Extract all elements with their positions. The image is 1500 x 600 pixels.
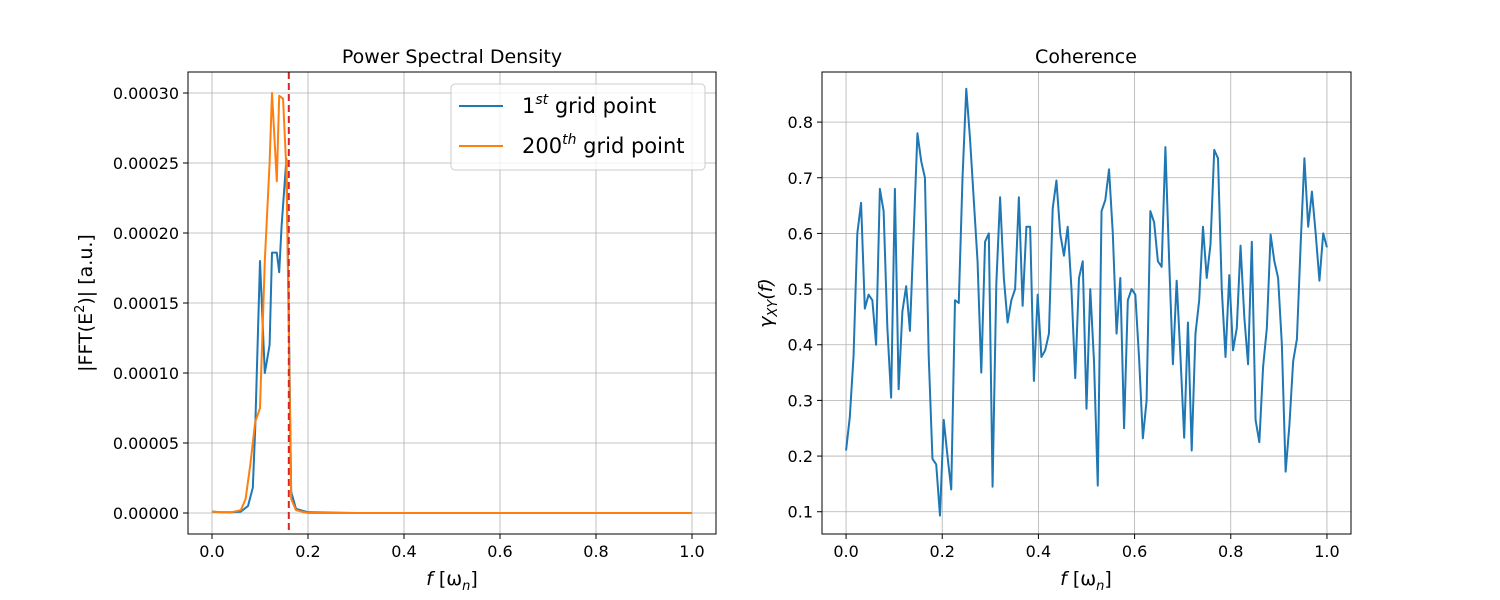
psd-ylabel: |FFT(E2)| [a.u.] [73, 234, 97, 372]
coherence-y-tick-label: 0.6 [788, 224, 813, 243]
coherence-ylabel: γXY(f) [755, 278, 781, 328]
psd-legend-label-200th: 200th grid point [522, 132, 685, 158]
psd-x-tick-label: 1.0 [679, 542, 704, 561]
coherence-plot-frame [821, 71, 1352, 535]
psd-y-tick-label: 0.00010 [113, 364, 179, 383]
psd-legend-box [450, 83, 706, 171]
psd-legend-1st-sup: st [535, 92, 548, 108]
psd-y-tick-label: 0.00015 [113, 294, 179, 313]
psd-xlabel-end: ] [470, 568, 477, 590]
coherence-x-tick-label: 0.2 [930, 542, 955, 561]
psd-legend-1st-num: 1 [522, 94, 535, 118]
psd-x-tick-label: 0.6 [487, 542, 512, 561]
coherence-y-tick-label: 0.1 [788, 503, 813, 522]
coherence-y-tick-label: 0.8 [788, 113, 813, 132]
coherence-grid [822, 72, 1351, 534]
psd-y-tick-label: 0.00025 [113, 154, 179, 173]
psd-ylabel-post: )| [a.u.] [75, 234, 97, 304]
coherence-y-tick-label: 0.5 [788, 280, 813, 299]
psd-series-layer [211, 72, 692, 534]
psd-y-tick-label: 0.00020 [113, 224, 179, 243]
psd-xlabel-var: f [426, 568, 436, 590]
psd-legend-label-1st: 1st grid point [522, 92, 656, 118]
psd-series-line-1 [211, 157, 692, 514]
psd-chart: Power Spectral Density 0.0 0.2 0.4 0.6 0.8 1.… [73, 46, 717, 594]
coherence-x-tick-label: 0.4 [1026, 542, 1051, 561]
coherence-series-layer [845, 87, 1328, 517]
coherence-ylabel-sub: XY [766, 299, 781, 318]
coherence-xlabel-end: ] [1104, 568, 1111, 590]
psd-title: Power Spectral Density [342, 46, 562, 68]
coherence-xlabel: f [ωn] [1060, 568, 1112, 594]
psd-legend-200th-sup: th [562, 132, 576, 148]
coherence-xlabel-var: f [1060, 568, 1070, 590]
coherence-y-tick-label: 0.2 [788, 447, 813, 466]
psd-legend-200th-rest: grid point [576, 134, 684, 158]
psd-x-tick-label: 0.4 [391, 542, 416, 561]
coherence-x-tick-label: 0.6 [1122, 542, 1147, 561]
psd-xlabel: f [ωn] [426, 568, 478, 594]
psd-xlabel-sub: n [462, 579, 470, 594]
coherence-x-tick-label: 1.0 [1314, 542, 1339, 561]
psd-x-tick-label: 0.8 [583, 542, 608, 561]
coherence-y-tick-label: 0.3 [788, 391, 813, 410]
psd-ylabel-pre: |FFT(E [75, 313, 97, 372]
coherence-ylabel-post: (f) [755, 278, 777, 300]
psd-x-tick-label: 0.2 [295, 542, 320, 561]
psd-series-line-2 [211, 92, 692, 514]
psd-xlabel-unit: [ω [439, 568, 462, 590]
psd-legend: 1st grid point 200th grid point [450, 83, 706, 171]
coherence-chart: Coherence 0.0 0.2 0.4 0.6 0.8 1.0 0.1 0.2 0.3 0.4… [755, 46, 1352, 594]
psd-y-tick-label: 0.00000 [113, 504, 179, 523]
coherence-x-tick-label: 0.0 [833, 542, 858, 561]
psd-legend-200th-num: 200 [522, 134, 562, 158]
psd-x-tick-label: 0.0 [199, 542, 224, 561]
psd-y-tick-label: 0.00030 [113, 84, 179, 103]
coherence-y-tick-label: 0.7 [788, 169, 813, 188]
psd-ylabel-sup: 2 [73, 305, 88, 313]
coherence-y-tick-label: 0.4 [788, 336, 813, 355]
psd-ticks: 0.0 0.2 0.4 0.6 0.8 1.0 0.00000 0.00005 0.00010 0… [113, 84, 705, 561]
coherence-xlabel-unit: [ω [1073, 568, 1096, 590]
psd-legend-1st-rest: grid point [548, 94, 656, 118]
coherence-title: Coherence [1035, 46, 1137, 68]
coherence-ylabel-pre: γ [755, 315, 777, 328]
coherence-xlabel-sub: n [1096, 579, 1104, 594]
coherence-x-tick-label: 0.8 [1218, 542, 1243, 561]
psd-y-tick-label: 0.00005 [113, 434, 179, 453]
coherence-ticks: 0.0 0.2 0.4 0.6 0.8 1.0 0.1 0.2 0.3 0.4 0.5 0.6 0.7 0… [788, 113, 1340, 561]
coherence-series-line-1 [845, 87, 1328, 517]
